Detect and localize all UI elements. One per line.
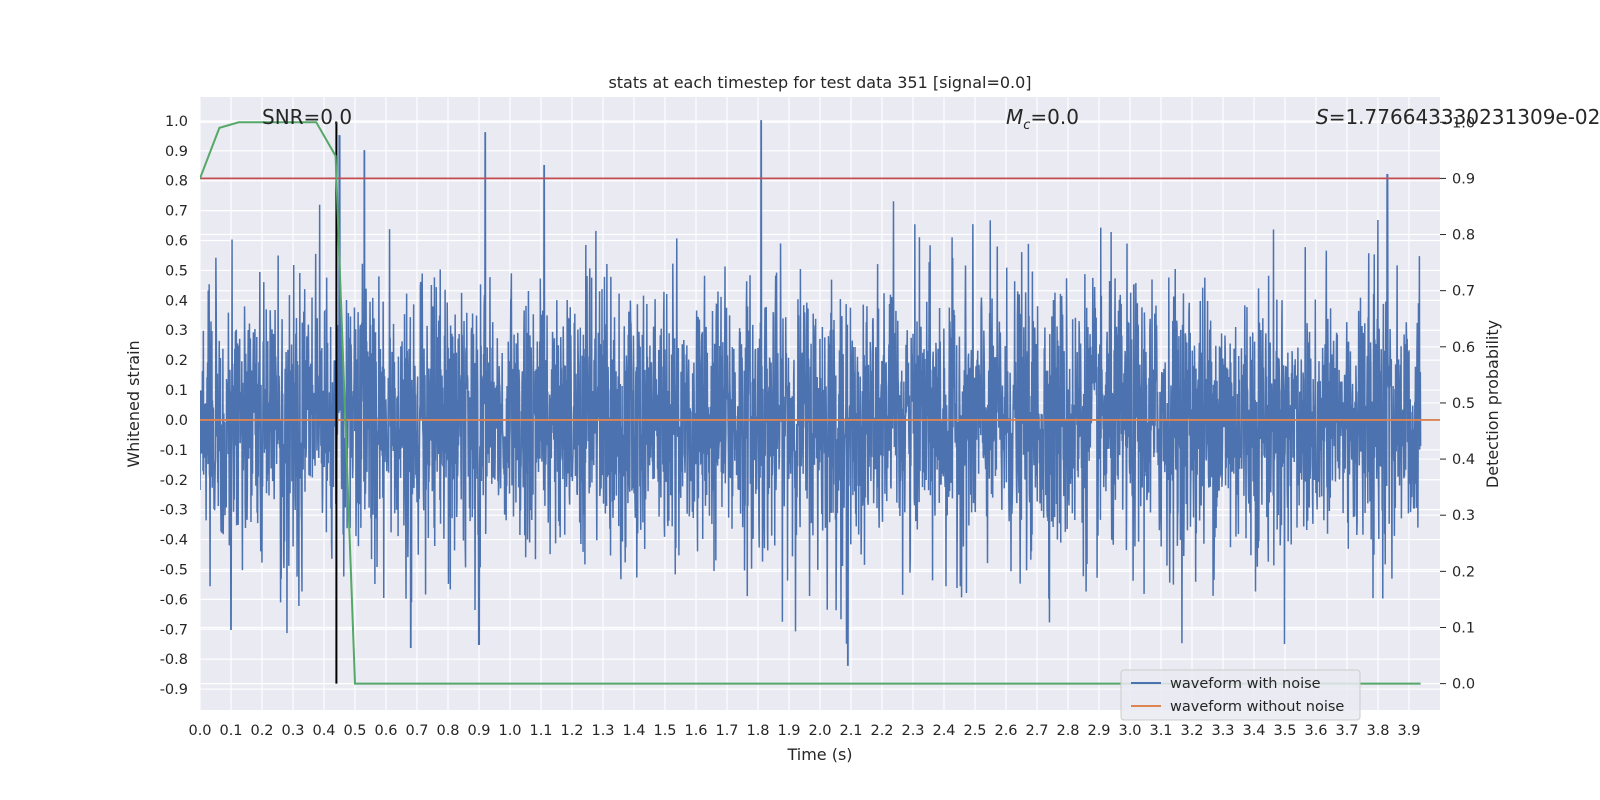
x-tick-label: 0.2 [250,723,273,739]
s-annotation: S=1.776643330231309e-02 [1316,105,1600,129]
x-tick-label: 3.4 [1242,723,1265,739]
y-right-tick-label: 0.1 [1452,620,1475,636]
y-tick-label: -0.3 [160,503,188,519]
x-tick-label: 0.8 [436,723,459,739]
x-tick-label: 1.9 [777,723,800,739]
y-right-tick-label: 0.4 [1452,452,1475,468]
chirp-mass-subscript: c [1023,118,1030,133]
y-tick-label: 0.8 [165,174,188,190]
legend-label-clean: waveform without noise [1170,699,1344,715]
x-tick-label: 1.0 [498,723,521,739]
x-tick-label: 1.6 [684,723,707,739]
x-tick-label: 2.6 [994,723,1017,739]
y-tick-label: -0.9 [160,682,188,698]
y-tick-labels: 1.0 0.9 0.8 0.7 0.6 0.5 0.4 0.3 0.2 0.1 0.0 -0.1 -0.… [160,114,188,698]
x-tick-label: 2.9 [1087,723,1110,739]
legend-label-noise: waveform with noise [1170,676,1321,692]
x-tick-label: 2.2 [870,723,893,739]
x-axis-label: Time (s) [786,745,852,764]
chirp-mass-symbol: M [1006,105,1023,129]
x-tick-label: 1.4 [622,723,645,739]
x-tick-label: 3.3 [1211,723,1234,739]
x-tick-label: 1.5 [653,723,676,739]
s-symbol: S [1316,105,1329,129]
y-tick-label: 0.9 [165,144,188,160]
y-right-tick-label: 0.0 [1452,677,1475,693]
x-tick-label: 1.7 [715,723,738,739]
y-right-tick-labels: 1.0 0.9 0.8 0.7 0.6 0.5 0.4 0.3 0.2 0.1 0.0 [1440,115,1475,693]
y-tick-label: -0.1 [160,443,188,459]
chart-title: stats at each timestep for test data 351… [608,73,1031,92]
x-tick-label: 0.6 [374,723,397,739]
y-right-axis-label: Detection probability [1483,320,1502,488]
y-tick-label: -0.7 [160,622,188,638]
y-tick-label: -0.8 [160,652,188,668]
x-tick-label: 0.4 [312,723,335,739]
x-tick-label: 3.9 [1397,723,1420,739]
y-right-tick-label: 0.2 [1452,564,1475,580]
x-tick-label: 1.2 [560,723,583,739]
x-tick-label: 3.1 [1149,723,1172,739]
y-tick-label: -0.2 [160,473,188,489]
x-tick-label: 2.0 [808,723,831,739]
x-tick-label: 0.1 [219,723,242,739]
x-tick-label: 0.3 [281,723,304,739]
snr-annotation: SNR=0.0 [262,105,352,129]
y-right-tick-label: 1.0 [1452,115,1475,131]
x-tick-label: 0.5 [343,723,366,739]
y-right-tick-label: 0.9 [1452,171,1475,187]
x-tick-label: 3.5 [1273,723,1296,739]
x-tick-label: 3.0 [1118,723,1141,739]
x-tick-label: 2.1 [839,723,862,739]
legend-box [1120,669,1361,721]
y-tick-label: 0.4 [165,293,188,309]
y-tick-label: 0.2 [165,353,188,369]
y-tick-label: 1.0 [165,114,188,130]
x-tick-label: 3.8 [1366,723,1389,739]
y-axis-label: Whitened strain [124,340,143,467]
y-right-tick-label: 0.7 [1452,284,1475,300]
x-tick-label: 0.7 [405,723,428,739]
chirp-mass-value: =0.0 [1030,105,1079,129]
x-tick-label: 1.3 [591,723,614,739]
y-tick-label: -0.6 [160,592,188,608]
y-tick-label: -0.5 [160,562,188,578]
x-tick-label: 2.5 [963,723,986,739]
x-tick-label: 0.0 [188,723,211,739]
series-waveform-with-noise [200,120,1422,666]
x-tick-label: 3.2 [1180,723,1203,739]
y-right-tick-label: 0.8 [1452,228,1475,244]
x-tick-label: 2.4 [932,723,955,739]
y-tick-label: -0.4 [160,533,188,549]
y-right-tick-label: 0.6 [1452,340,1475,356]
y-tick-label: 0.7 [165,204,188,220]
y-tick-label: 0.3 [165,323,188,339]
y-tick-label: 0.1 [165,383,188,399]
s-value: =1.776643330231309e-02 [1329,105,1600,129]
legend: waveform with noise waveform without noi… [1120,669,1361,721]
x-tick-label: 2.7 [1025,723,1048,739]
chirp-mass-annotation: Mc=0.0 [1006,105,1079,133]
plot-content [200,120,1440,685]
y-tick-label: 0.6 [165,234,188,250]
x-tick-label: 1.1 [529,723,552,739]
x-tick-label: 2.8 [1056,723,1079,739]
x-tick-label: 3.6 [1304,723,1327,739]
x-tick-label: 3.7 [1335,723,1358,739]
y-right-tick-label: 0.3 [1452,508,1475,524]
y-tick-label: 0.0 [165,413,188,429]
x-tick-labels: 0.0 0.1 0.2 0.3 0.4 0.5 0.6 0.7 0.8 0.9 1.0 1.1 1.2 1… [188,723,1420,739]
y-tick-label: 0.5 [165,263,188,279]
series-detection-probability [200,121,1421,685]
y-right-tick-label: 0.5 [1452,396,1475,412]
x-tick-label: 2.3 [901,723,924,739]
x-tick-label: 1.8 [746,723,769,739]
x-tick-label: 0.9 [467,723,490,739]
